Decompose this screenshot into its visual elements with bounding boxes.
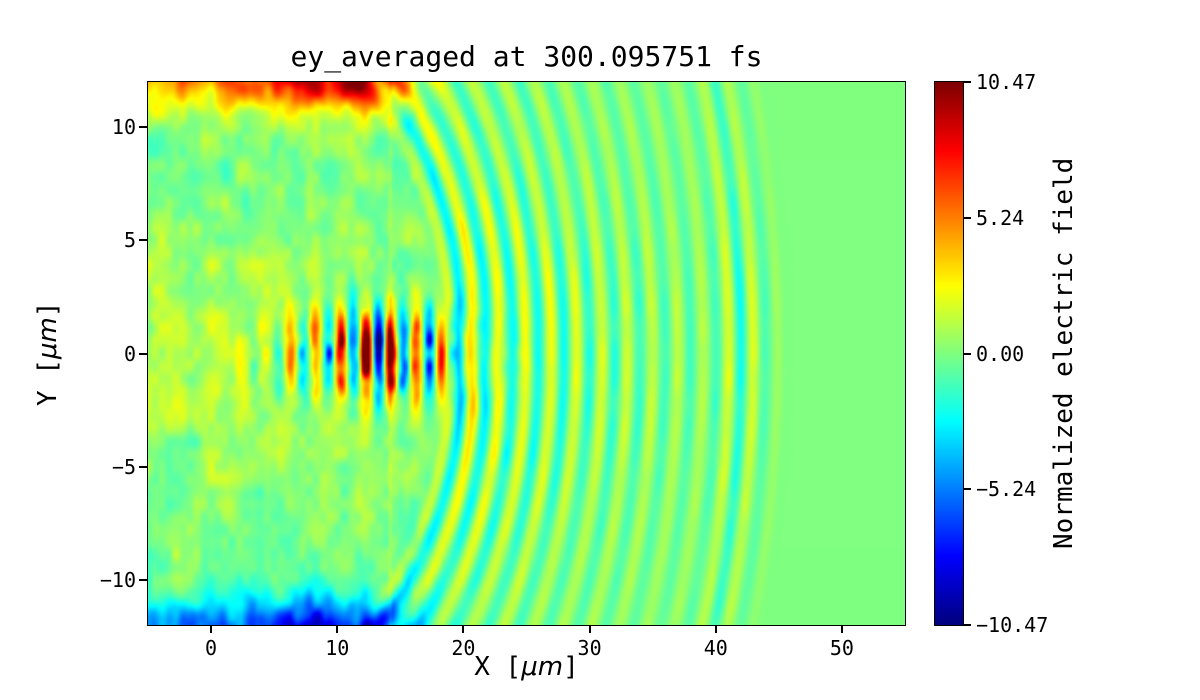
x-tick-mark — [210, 625, 213, 633]
y-tick-label: 10 — [111, 115, 136, 140]
y-tick-mark — [139, 126, 147, 129]
y-tick-mark — [139, 578, 147, 581]
y-axis-label: Y [μm] — [33, 301, 63, 406]
y-tick-label: −10 — [99, 567, 136, 592]
y-tick-label: 0 — [123, 341, 136, 366]
colorbar-tick-label: 5.24 — [976, 205, 1025, 230]
x-tick-label: 50 — [829, 636, 854, 660]
colorbar-tick-mark — [964, 624, 971, 626]
x-tick-label: 0 — [205, 636, 218, 660]
colorbar-tick-label: −10.47 — [976, 613, 1049, 637]
x-tick-mark — [588, 625, 591, 633]
x-tick-label: 40 — [703, 636, 728, 660]
colorbar — [934, 81, 964, 626]
heatmap-canvas — [148, 82, 905, 625]
colorbar-tick-label: 0.00 — [976, 341, 1025, 366]
colorbar-tick-label: 10.47 — [976, 70, 1037, 94]
x-axis-label: X [μm] — [474, 652, 579, 682]
x-tick-mark — [714, 625, 717, 633]
x-tick-label: 20 — [451, 636, 476, 660]
x-tick-mark — [336, 625, 339, 633]
colorbar-tick-mark — [964, 81, 971, 83]
y-tick-mark — [139, 239, 147, 242]
colorbar-tick-mark — [964, 488, 971, 491]
colorbar-tick-mark — [964, 352, 971, 355]
x-tick-mark — [462, 625, 465, 633]
x-tick-mark — [840, 625, 843, 633]
y-tick-label: 5 — [123, 228, 136, 253]
y-tick-label: −5 — [111, 454, 136, 479]
colorbar-label: Normalized electric field — [1049, 157, 1079, 550]
colorbar-tick-mark — [964, 216, 971, 219]
colorbar-tick-label: −5.24 — [976, 477, 1037, 502]
y-tick-mark — [139, 352, 147, 355]
x-tick-label: 10 — [325, 636, 350, 660]
chart-title: ey_averaged at 300.095751 fs — [290, 40, 763, 73]
y-tick-mark — [139, 465, 147, 468]
x-tick-label: 30 — [577, 636, 602, 660]
